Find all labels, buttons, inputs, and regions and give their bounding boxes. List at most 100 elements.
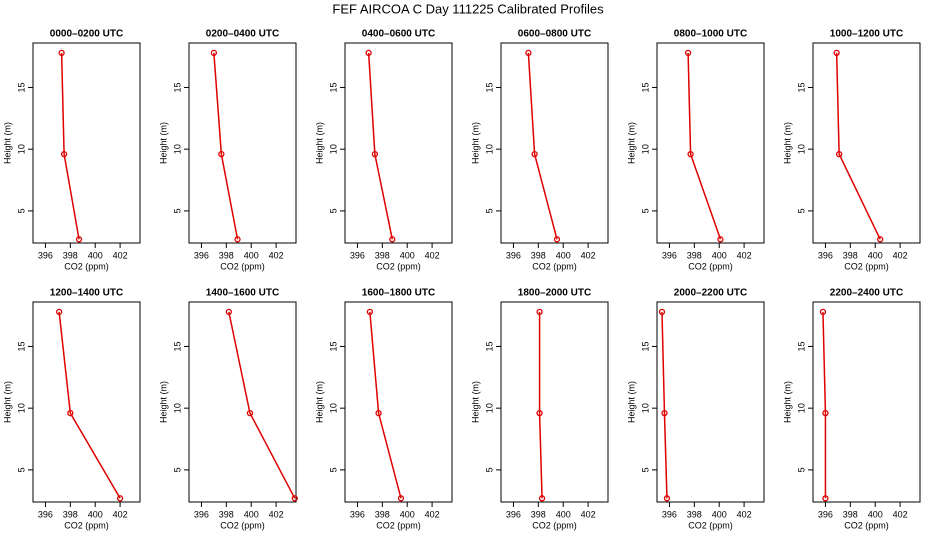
profile-point [525, 49, 532, 57]
x-tick-label: 400 [244, 509, 259, 519]
plot-frame [32, 301, 141, 503]
y-tick-label: 15 [484, 82, 494, 92]
y-tick-label: 15 [328, 341, 338, 351]
x-tick-label: 402 [893, 250, 908, 260]
plot-frame [188, 301, 297, 503]
x-tick-label: 398 [375, 250, 390, 260]
x-tick-label: 402 [893, 509, 908, 519]
x-tick-label: 396 [194, 250, 209, 260]
y-tick-label: 5 [16, 208, 26, 213]
x-tick-label: 402 [269, 509, 284, 519]
x-tick-label: 400 [712, 250, 727, 260]
profile-point [687, 150, 694, 158]
x-axis-label: CO2 (ppm) [844, 520, 889, 530]
x-tick-label: 398 [843, 509, 858, 519]
x-tick-label: 402 [425, 509, 440, 519]
x-tick-label: 398 [63, 509, 78, 519]
x-tick-label: 396 [506, 509, 521, 519]
plot-frame [188, 42, 297, 244]
profile-point [246, 409, 254, 417]
x-tick-label: 402 [581, 250, 596, 260]
panel-title: 1600–1800 UTC [362, 288, 435, 299]
profile-point [116, 495, 124, 502]
profile-point [291, 495, 298, 502]
plot-frame [500, 42, 609, 244]
x-tick-label: 396 [662, 509, 677, 519]
profile-point [663, 495, 671, 502]
profile-point [55, 308, 63, 316]
profile-line [822, 311, 827, 499]
y-tick-label: 10 [16, 403, 26, 413]
profile-line [661, 311, 668, 499]
y-tick-label: 5 [328, 208, 338, 213]
profile-line [60, 52, 80, 240]
profile-point [661, 409, 668, 417]
x-axis-label: CO2 (ppm) [220, 520, 265, 530]
y-tick-label: 5 [328, 467, 338, 472]
x-tick-label: 398 [843, 250, 858, 260]
y-tick-label: 10 [484, 144, 494, 154]
profile-point [536, 409, 543, 417]
x-tick-label: 396 [194, 509, 209, 519]
panel-title: 0400–0600 UTC [362, 29, 435, 40]
y-tick-label: 10 [172, 144, 182, 154]
profile-point [366, 308, 374, 316]
y-tick-label: 5 [796, 467, 806, 472]
y-axis-label: Height (m) [158, 381, 168, 423]
y-tick-label: 15 [16, 341, 26, 351]
profile-point [218, 150, 225, 158]
plot-frame [812, 42, 921, 244]
plot-frame [32, 42, 141, 244]
x-tick-label: 398 [687, 509, 702, 519]
profile-point [210, 49, 218, 57]
profile-point [397, 495, 405, 502]
profile-line [527, 52, 558, 240]
x-tick-label: 400 [88, 250, 103, 260]
profile-point [365, 49, 372, 57]
x-tick-label: 398 [687, 250, 702, 260]
x-tick-label: 400 [868, 509, 883, 519]
y-tick-label: 15 [640, 341, 650, 351]
profile-point [371, 150, 379, 158]
profile-point [67, 409, 74, 417]
profile-line [367, 52, 394, 240]
profile-point [60, 150, 68, 158]
panel-title: 0600–0800 UTC [518, 29, 591, 40]
y-axis-label: Height (m) [782, 381, 792, 423]
plot-frame [656, 301, 765, 503]
y-tick-label: 15 [796, 341, 806, 351]
x-tick-label: 396 [506, 250, 521, 260]
x-tick-label: 396 [350, 509, 365, 519]
page-title: FEF AIRCOA C Day 111225 Calibrated Profi… [332, 1, 604, 16]
y-axis-label: Height (m) [158, 122, 168, 164]
x-tick-label: 396 [662, 250, 677, 260]
panel-title: 0000–0200 UTC [50, 29, 123, 40]
profile-point [819, 308, 827, 316]
y-tick-label: 5 [16, 467, 26, 472]
x-tick-label: 400 [556, 509, 571, 519]
profile-point [877, 236, 884, 243]
x-axis-label: CO2 (ppm) [64, 520, 109, 530]
panel-title: 1400–1600 UTC [206, 288, 279, 299]
profile-point [75, 236, 83, 243]
y-tick-label: 10 [640, 403, 650, 413]
y-tick-label: 10 [16, 144, 26, 154]
x-tick-label: 398 [531, 509, 546, 519]
y-tick-label: 10 [328, 403, 338, 413]
panel-title: 1000–1200 UTC [830, 29, 903, 40]
y-tick-label: 5 [172, 208, 182, 213]
y-tick-label: 15 [328, 82, 338, 92]
y-tick-label: 15 [16, 82, 26, 92]
y-tick-label: 15 [484, 341, 494, 351]
profile-point [225, 308, 232, 316]
y-tick-label: 5 [484, 208, 494, 213]
plot-frame [812, 301, 921, 503]
y-axis-label: Height (m) [626, 122, 636, 164]
x-tick-label: 402 [425, 250, 440, 260]
x-tick-label: 402 [737, 250, 752, 260]
profile-point [538, 495, 546, 502]
x-axis-label: CO2 (ppm) [688, 261, 733, 271]
y-tick-label: 10 [172, 403, 182, 413]
x-tick-label: 396 [818, 250, 833, 260]
panel-title: 2000–2200 UTC [674, 288, 747, 299]
